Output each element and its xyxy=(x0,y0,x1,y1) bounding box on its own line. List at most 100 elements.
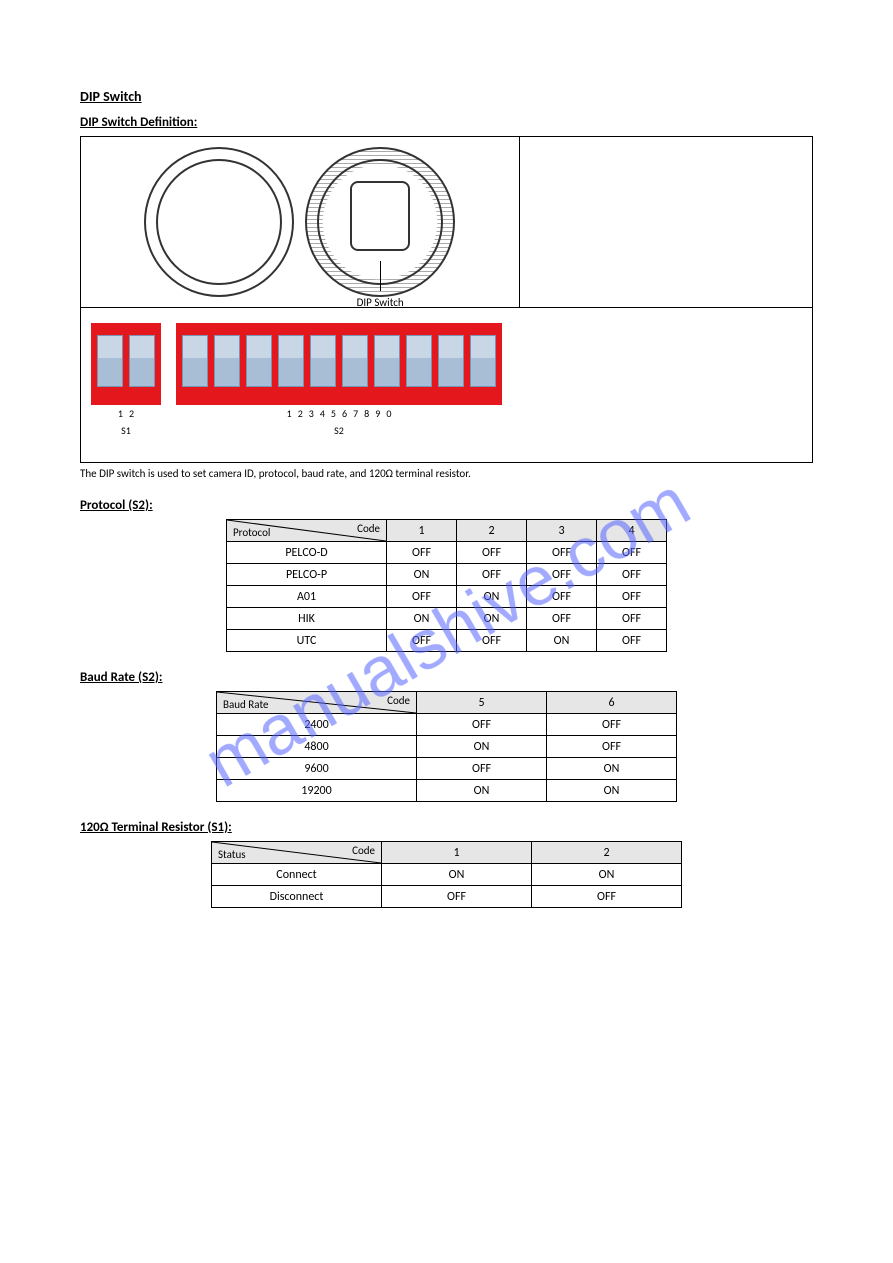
callout-line xyxy=(380,261,381,291)
cell: 9600 xyxy=(217,758,417,780)
cell: ON xyxy=(547,780,677,802)
dip-num: 5 xyxy=(331,407,336,420)
dip-illustration-row: 1 2 S1 1 xyxy=(81,307,812,462)
dip-num: 2 xyxy=(129,407,134,420)
table-row: A01OFFONOFFOFF xyxy=(227,586,667,608)
col-head: 2 xyxy=(532,842,682,864)
dip-num: 4 xyxy=(320,407,325,420)
cell: OFF xyxy=(597,542,667,564)
table-row: 9600OFFON xyxy=(217,758,677,780)
dome-back-icon: DIP Switch xyxy=(305,147,455,297)
dip-slot xyxy=(438,335,464,387)
cell: OFF xyxy=(387,630,457,652)
cell: OFF xyxy=(527,564,597,586)
camera-diagram: DIP Switch xyxy=(81,137,520,307)
dip-num: 1 xyxy=(287,407,292,420)
dip-slot xyxy=(374,335,400,387)
cell: ON xyxy=(547,758,677,780)
cell: OFF xyxy=(387,542,457,564)
table-row: 2400OFFOFF xyxy=(217,714,677,736)
table-row: HIKONONOFFOFF xyxy=(227,608,667,630)
dip-s1-block xyxy=(91,323,161,405)
dip-num: 9 xyxy=(375,407,380,420)
cell: 4800 xyxy=(217,736,417,758)
dip-num: 7 xyxy=(353,407,358,420)
cell: OFF xyxy=(597,608,667,630)
cell: ON xyxy=(387,564,457,586)
diag-bot: Baud Rate xyxy=(223,698,268,711)
dip-slot xyxy=(470,335,496,387)
dip-slot xyxy=(278,335,304,387)
dip-slot xyxy=(342,335,368,387)
table-row: Code Protocol 1 2 3 4 xyxy=(227,520,667,542)
dip-num: 3 xyxy=(309,407,314,420)
cell: 19200 xyxy=(217,780,417,802)
camera-module-icon xyxy=(350,181,410,251)
baud-title: Baud Rate (S2): xyxy=(80,670,813,685)
dip-num: 8 xyxy=(364,407,369,420)
table-row: Code Status 1 2 xyxy=(212,842,682,864)
dip-s1: 1 2 S1 xyxy=(91,323,161,437)
dome-front-icon xyxy=(144,147,294,297)
cell: 2400 xyxy=(217,714,417,736)
cell: OFF xyxy=(597,586,667,608)
cell: OFF xyxy=(597,564,667,586)
dip-slot xyxy=(97,335,123,387)
cell: OFF xyxy=(527,586,597,608)
col-head: 5 xyxy=(417,692,547,714)
cell: Connect xyxy=(212,864,382,886)
table-row: ConnectONON xyxy=(212,864,682,886)
protocol-title: Protocol (S2): xyxy=(80,498,813,513)
diag-header: Code Protocol xyxy=(227,520,387,542)
col-head: 3 xyxy=(527,520,597,542)
section-protocol: Protocol (S2): Code Protocol 1 2 3 4 PEL… xyxy=(80,498,813,652)
protocol-table: Code Protocol 1 2 3 4 PELCO-DOFFOFFOFFOF… xyxy=(226,519,667,652)
cell: OFF xyxy=(417,714,547,736)
table-row: UTCOFFOFFONOFF xyxy=(227,630,667,652)
table-row: 4800ONOFF xyxy=(217,736,677,758)
cell: ON xyxy=(417,780,547,802)
dip-s2-numbers: 1 2 3 4 5 6 7 8 9 0 xyxy=(176,407,502,420)
diagram-container: DIP Switch 1 2 S1 xyxy=(80,136,813,463)
dip-s1-numbers: 1 2 xyxy=(91,407,161,420)
table-row: PELCO-DOFFOFFOFFOFF xyxy=(227,542,667,564)
resistor-title: 120Ω Terminal Resistor (S1): xyxy=(80,820,813,835)
col-head: 1 xyxy=(387,520,457,542)
cell: PELCO-P xyxy=(227,564,387,586)
dip-num: 6 xyxy=(342,407,347,420)
cell: ON xyxy=(382,864,532,886)
cell: OFF xyxy=(457,630,527,652)
dip-slot xyxy=(129,335,155,387)
diag-top: Code xyxy=(357,522,380,535)
diag-header: Code Baud Rate xyxy=(217,692,417,714)
subtitle-dip-def: DIP Switch Definition: xyxy=(80,115,813,130)
dip-s2: 1 2 3 4 5 6 7 8 9 0 S2 xyxy=(176,323,502,437)
dip-s2-label: S2 xyxy=(176,424,502,437)
dip-switch-label: DIP Switch xyxy=(357,296,404,309)
image-row: DIP Switch xyxy=(81,137,812,307)
table-row: PELCO-PONOFFOFFOFF xyxy=(227,564,667,586)
col-head: 4 xyxy=(597,520,667,542)
cell: UTC xyxy=(227,630,387,652)
col-head: 6 xyxy=(547,692,677,714)
cell: Disconnect xyxy=(212,886,382,908)
dip-slot xyxy=(182,335,208,387)
baud-table: Code Baud Rate 5 6 2400OFFOFF 4800ONOFF … xyxy=(216,691,677,802)
cell: OFF xyxy=(457,542,527,564)
cell: OFF xyxy=(532,886,682,908)
dip-slot xyxy=(406,335,432,387)
dip-num: 1 xyxy=(118,407,123,420)
cell: OFF xyxy=(457,564,527,586)
cell: OFF xyxy=(527,608,597,630)
cell: OFF xyxy=(387,586,457,608)
col-head: 1 xyxy=(382,842,532,864)
cell: OFF xyxy=(382,886,532,908)
cell: ON xyxy=(457,586,527,608)
table-row: DisconnectOFFOFF xyxy=(212,886,682,908)
cell: OFF xyxy=(527,542,597,564)
section-resistor: 120Ω Terminal Resistor (S1): Code Status… xyxy=(80,820,813,908)
diag-header: Code Status xyxy=(212,842,382,864)
dip-s2-block xyxy=(176,323,502,405)
dip-slot xyxy=(246,335,272,387)
cell: A01 xyxy=(227,586,387,608)
